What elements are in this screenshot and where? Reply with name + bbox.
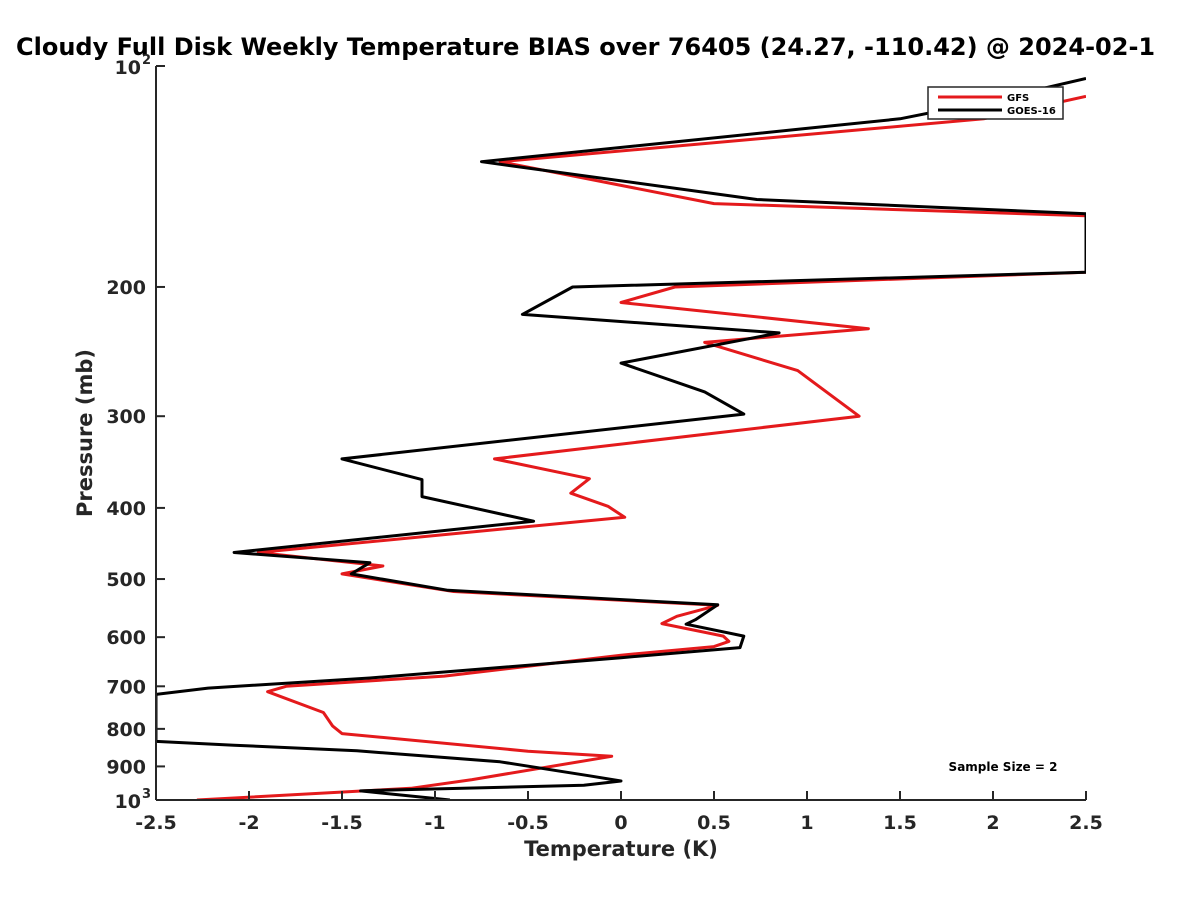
x-ticks: -2.5 -2 -1.5 -1 -0.5 0 0.5 1 1.5 2 2.5 <box>135 791 1103 834</box>
chart-title: Cloudy Full Disk Weekly Temperature BIAS… <box>16 33 1155 61</box>
x-tick-label: 0.5 <box>697 812 731 834</box>
x-tick-label: -0.5 <box>507 812 549 834</box>
series-line-gfs <box>196 94 1086 800</box>
y-tick-label: 200 <box>106 277 146 299</box>
legend-label: GFS <box>1007 93 1029 104</box>
x-tick-label: -2.5 <box>135 812 177 834</box>
y-tick-label: 10 <box>115 57 141 79</box>
y-axis-label: Pressure (mb) <box>73 349 97 517</box>
series-line-goes-16 <box>156 77 1086 800</box>
legend-box <box>927 86 1064 120</box>
sample-size-annotation: Sample Size = 2 <box>949 760 1058 774</box>
x-tick-label: 2.5 <box>1069 812 1103 834</box>
x-tick-label: -1.5 <box>321 812 363 834</box>
legend: GFS GOES-16 <box>927 86 1064 120</box>
y-tick-exponent: 3 <box>142 787 151 802</box>
legend-label: GOES-16 <box>1007 106 1056 117</box>
series-layer <box>156 77 1086 800</box>
x-axis-label: Temperature (K) <box>524 837 718 861</box>
x-tick-label: 0 <box>614 812 627 834</box>
y-tick-label: 300 <box>106 406 146 428</box>
x-tick-label: -2 <box>238 812 259 834</box>
x-tick-label: 2 <box>986 812 999 834</box>
axes <box>155 66 1086 801</box>
y-tick-exponent: 2 <box>142 53 151 68</box>
y-tick-label: 800 <box>106 719 146 741</box>
x-tick-label: -1 <box>424 812 445 834</box>
y-tick-label: 700 <box>106 676 146 698</box>
y-tick-label: 600 <box>106 627 146 649</box>
y-tick-label: 400 <box>106 498 146 520</box>
y-tick-label: 10 <box>115 791 141 813</box>
x-tick-label: 1.5 <box>883 812 917 834</box>
y-tick-label: 500 <box>106 569 146 591</box>
x-tick-label: 1 <box>800 812 813 834</box>
y-tick-label: 900 <box>106 756 146 778</box>
